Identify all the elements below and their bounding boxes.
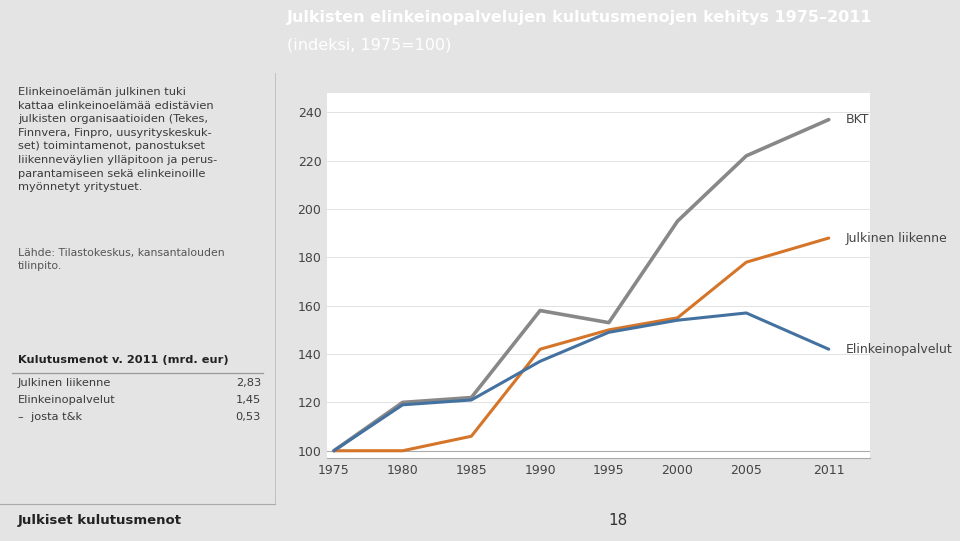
Text: 18: 18: [608, 513, 627, 527]
Text: Lähde: Tilastokeskus, kansantalouden
tilinpito.: Lähde: Tilastokeskus, kansantalouden til…: [18, 248, 225, 271]
Text: Julkiset kulutusmenot: Julkiset kulutusmenot: [18, 513, 182, 526]
Text: Julkinen liikenne: Julkinen liikenne: [18, 378, 111, 388]
Text: Elinkeinoelämän julkinen tuki
kattaa elinkeinoelämää edistävien
julkisten organi: Elinkeinoelämän julkinen tuki kattaa eli…: [18, 87, 217, 192]
Text: Julkisten elinkeinopalvelujen kulutusmenojen kehitys 1975–2011: Julkisten elinkeinopalvelujen kulutusmen…: [287, 10, 873, 25]
Text: Julkinen liikenne: Julkinen liikenne: [845, 232, 947, 245]
Text: (indeksi, 1975=100): (indeksi, 1975=100): [287, 38, 451, 53]
Text: –  josta t&k: – josta t&k: [18, 412, 83, 422]
Text: 1,45: 1,45: [236, 395, 261, 405]
Text: Elinkeinopalvelut: Elinkeinopalvelut: [18, 395, 116, 405]
Text: 0,53: 0,53: [235, 412, 261, 422]
Text: BKT: BKT: [845, 113, 869, 126]
Text: 2,83: 2,83: [236, 378, 261, 388]
Text: Elinkeinopalvelut: Elinkeinopalvelut: [845, 343, 952, 356]
Text: Kulutusmenot v. 2011 (mrd. eur): Kulutusmenot v. 2011 (mrd. eur): [18, 355, 228, 365]
